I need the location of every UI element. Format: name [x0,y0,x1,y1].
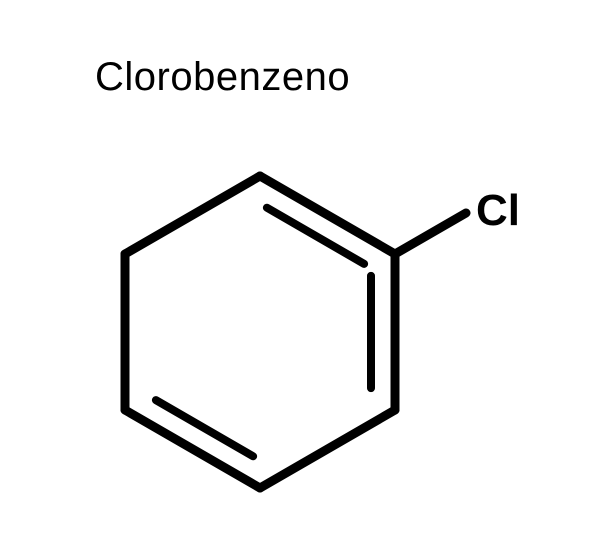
ring-bond-3-inner [156,400,253,456]
ring-bond-2 [260,410,395,488]
ring-bond-5 [125,176,260,254]
substituent-label: Cl [476,186,520,235]
substituent-bond [395,213,466,254]
molecule-svg: Cl [0,0,600,549]
diagram-canvas: Clorobenzeno Cl [0,0,600,549]
ring-bond-0-inner [267,208,364,264]
